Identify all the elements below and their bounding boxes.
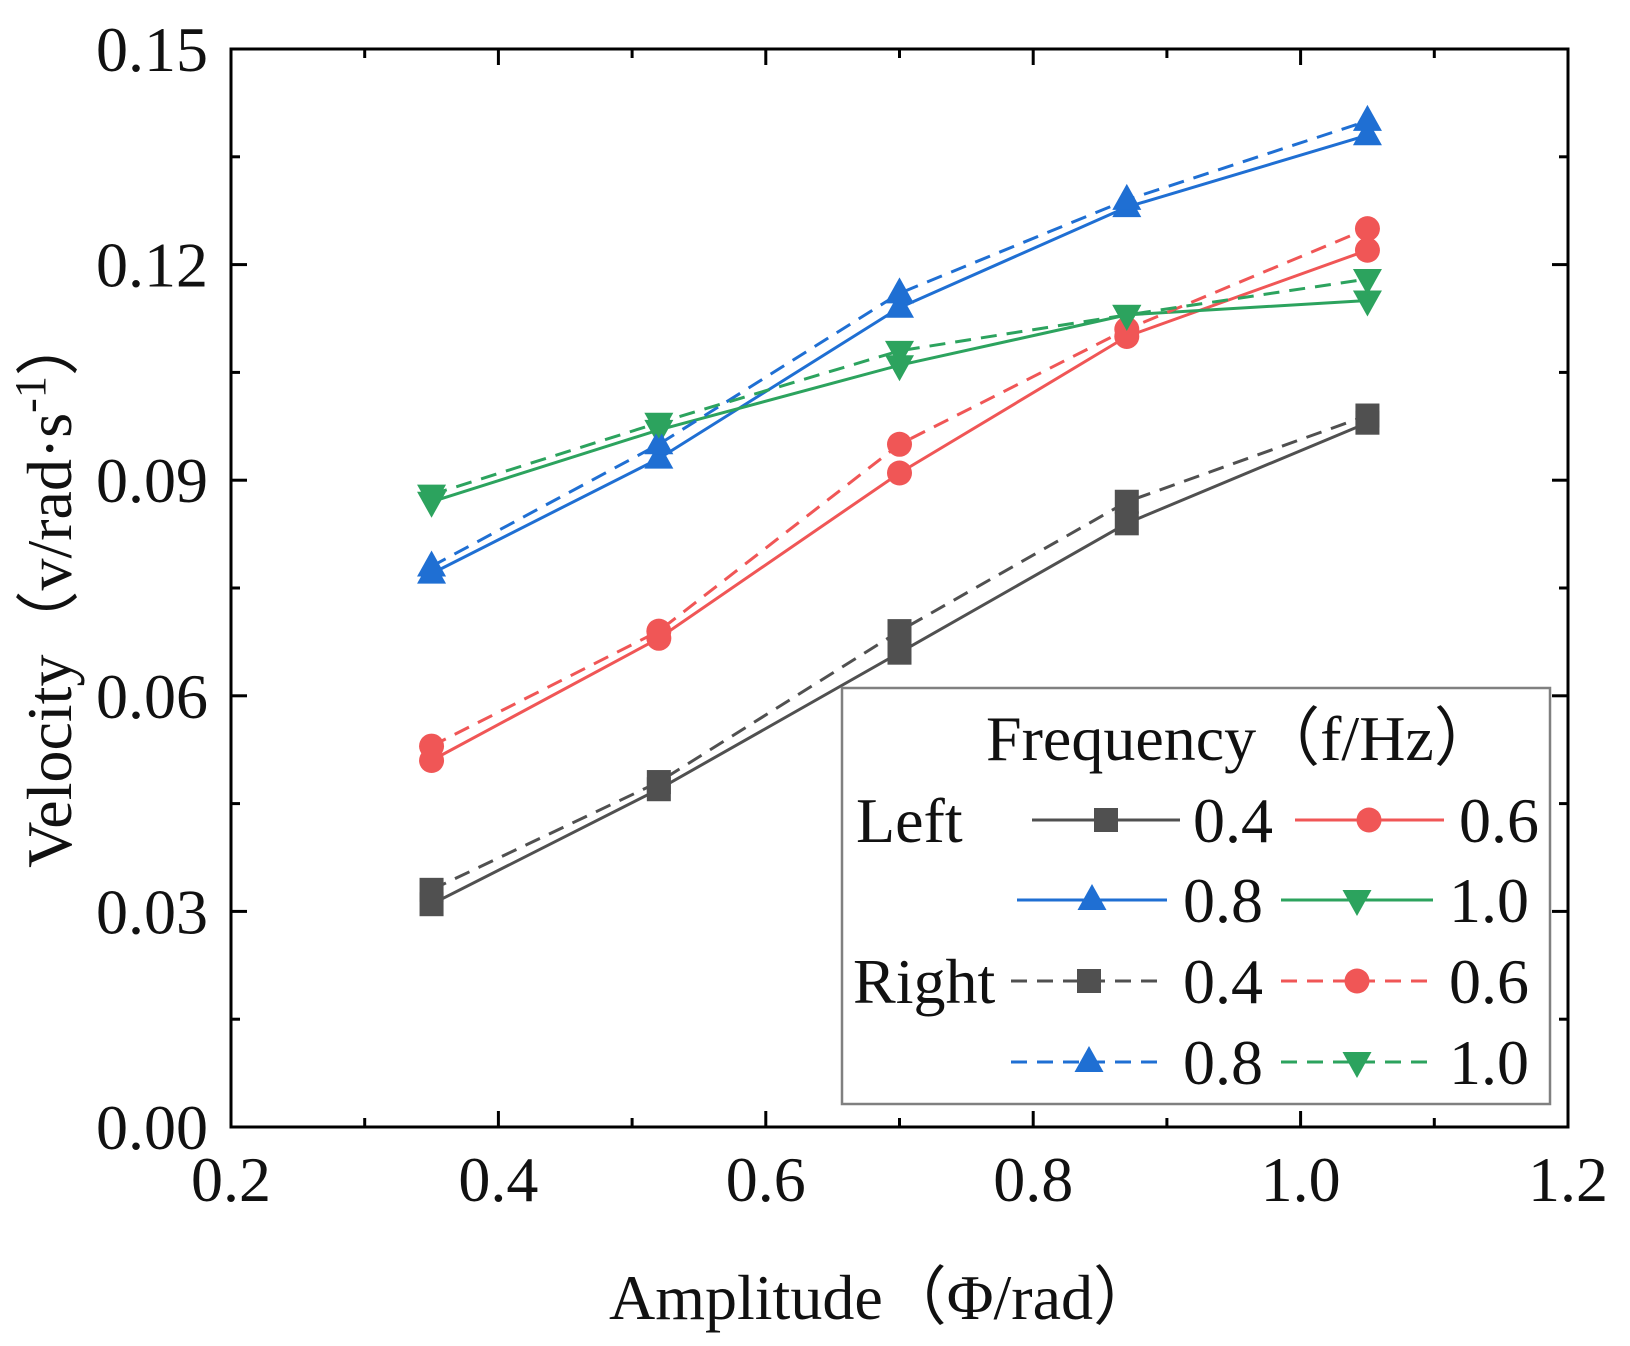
- legend-box: [840, 686, 1552, 1106]
- data-point-triangle-up: [644, 442, 674, 469]
- data-point-triangle-up: [1352, 119, 1382, 146]
- y-axis-title: Velocity（v/rad·s-1）: [6, 312, 85, 868]
- legend-entry: 0.8: [1017, 865, 1263, 936]
- data-point-triangle-down: [417, 484, 447, 511]
- series-right-0-6: [419, 216, 1380, 759]
- legend: Frequency（f/Hz） Left 0.4 0.6 0.8 1.0 Right 0.4 0…: [840, 686, 1552, 1106]
- series-line: [430, 119, 1368, 568]
- y-tick-label: 0.15: [96, 14, 208, 85]
- series-right-0-8: [417, 104, 1382, 577]
- plot-area-series: [417, 104, 1382, 917]
- y-axis-title-suffix: ）: [14, 312, 85, 376]
- data-point-square: [1114, 489, 1139, 514]
- legend-entry-label: 0.4: [1183, 946, 1263, 1017]
- legend-entry-label: 1.0: [1449, 865, 1529, 936]
- data-point-circle: [419, 733, 445, 759]
- series-line: [431, 277, 1368, 497]
- data-point-circle: [1354, 237, 1380, 263]
- legend-group-label: Right: [853, 946, 995, 1017]
- data-point-triangle-up: [1077, 884, 1107, 910]
- y-axis-title-superscript: -1: [6, 376, 55, 413]
- data-point-circle: [887, 460, 912, 486]
- y-tick-label: 0.12: [96, 230, 208, 301]
- data-point-square: [1355, 403, 1380, 428]
- data-point-square: [1094, 808, 1118, 832]
- y-axis-title-main: Velocity（v/rad·s: [14, 413, 85, 868]
- y-tick-label: 0.06: [96, 661, 208, 732]
- y-tick-label: 0.00: [96, 1092, 208, 1163]
- x-tick-label: 0.4: [458, 1144, 538, 1215]
- data-point-circle: [646, 618, 672, 644]
- data-point-square: [1077, 969, 1101, 993]
- legend-entry-label: 0.6: [1459, 785, 1539, 856]
- data-point-triangle-down: [1342, 1052, 1372, 1078]
- legend-entry: 0.4: [1032, 785, 1273, 856]
- legend-entry-label: 0.6: [1449, 946, 1529, 1017]
- data-point-triangle-up: [885, 277, 914, 304]
- y-tick-label: 0.03: [96, 876, 208, 947]
- data-point-triangle-up: [885, 291, 914, 318]
- legend-entry: 0.4: [1011, 946, 1263, 1017]
- x-tick-label: 1.2: [1528, 1144, 1608, 1215]
- data-point-square: [887, 640, 912, 665]
- data-point-square: [646, 770, 671, 795]
- data-point-circle: [1356, 807, 1382, 833]
- data-point-circle: [887, 431, 912, 457]
- data-point-triangle-down: [885, 355, 914, 382]
- series-line: [430, 248, 1369, 762]
- data-point-triangle-up: [1112, 183, 1142, 210]
- y-tick-label: 0.09: [96, 445, 208, 516]
- data-point-triangle-down: [1352, 290, 1382, 317]
- data-point-square: [1114, 511, 1139, 536]
- legend-entry: 0.8: [1011, 1027, 1263, 1098]
- data-point-triangle-down: [1342, 890, 1372, 916]
- series-right-1-0: [417, 268, 1382, 511]
- legend-entry-label: 0.8: [1183, 1027, 1263, 1098]
- x-tick-label: 0.8: [993, 1144, 1073, 1215]
- axes: 0.2 0.4 0.6 0.8 1.0 1.2 0.00 0.03 0.06 0.09 0.12 0.…: [96, 14, 1608, 1215]
- data-point-triangle-up: [1352, 104, 1382, 131]
- x-tick-label: 0.6: [726, 1144, 806, 1215]
- legend-entry-label: 0.4: [1193, 785, 1273, 856]
- data-point-circle: [1354, 216, 1380, 242]
- legend-entry: 0.6: [1281, 946, 1529, 1017]
- data-point-triangle-up: [1074, 1046, 1104, 1072]
- data-point-triangle-down: [1352, 268, 1382, 295]
- data-point-triangle-up: [644, 428, 674, 455]
- data-point-square: [419, 877, 444, 902]
- x-tick-label: 0.2: [191, 1144, 271, 1215]
- legend-group-label: Left: [856, 785, 963, 856]
- legend-title: Frequency（f/Hz）: [986, 703, 1498, 774]
- data-point-circle: [1344, 968, 1370, 994]
- data-point-square: [887, 619, 912, 644]
- legend-entry-label: 1.0: [1449, 1027, 1529, 1098]
- x-tick-label: 1.0: [1261, 1144, 1341, 1215]
- x-axis-title: Amplitude（Φ/rad）: [609, 1262, 1157, 1333]
- legend-entry: 0.6: [1295, 785, 1539, 856]
- data-point-triangle-down: [885, 340, 914, 367]
- legend-entry: 1.0: [1281, 865, 1529, 936]
- data-point-triangle-up: [417, 550, 447, 577]
- data-point-triangle-down: [644, 412, 674, 439]
- legend-entry: 1.0: [1281, 1027, 1529, 1098]
- legend-entry-label: 0.8: [1183, 865, 1263, 936]
- series-right-0-4: [419, 403, 1380, 902]
- data-point-triangle-down: [1112, 304, 1142, 331]
